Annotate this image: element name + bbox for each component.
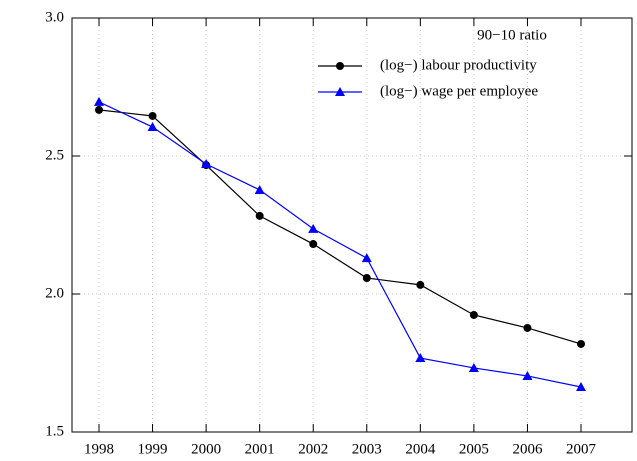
legend-marker (335, 87, 345, 96)
plot-frame (71, 17, 633, 433)
x-tick-label: 2004 (405, 441, 436, 457)
y-tick-label: 2.5 (45, 147, 64, 163)
data-point (308, 223, 319, 233)
y-tick-label: 3.0 (45, 9, 64, 25)
y-tick-label: 2.0 (45, 285, 64, 301)
data-point (523, 323, 532, 332)
x-tick-label: 2002 (298, 441, 328, 457)
y-tick-label: 1.5 (45, 423, 64, 439)
legend-marker (336, 62, 344, 70)
x-tick-label: 1999 (138, 441, 168, 457)
data-point (309, 240, 318, 249)
x-tick-label: 2006 (512, 441, 543, 457)
data-point (147, 122, 158, 132)
series-line (98, 109, 582, 345)
legend-label: (log−) wage per employee (380, 83, 538, 99)
data-point (468, 362, 479, 372)
data-point (415, 353, 426, 363)
x-tick-label: 2001 (245, 441, 275, 457)
x-tick-label: 2000 (191, 441, 221, 457)
x-tick-label: 2005 (459, 441, 489, 457)
data-point (576, 382, 586, 392)
data-point (522, 370, 533, 380)
data-point (94, 96, 104, 106)
legend-title: 90−10 ratio (477, 27, 547, 43)
data-point (201, 159, 212, 169)
data-point (95, 105, 103, 114)
data-point (416, 280, 425, 289)
legend-label: (log−) labour productivity (380, 57, 537, 73)
data-point (254, 184, 265, 194)
data-point (148, 111, 157, 120)
x-tick-label: 2003 (352, 441, 382, 457)
x-tick-label: 2007 (566, 441, 597, 457)
x-tick-label: 1998 (84, 441, 114, 457)
data-point (469, 310, 478, 319)
series-line (98, 101, 582, 388)
data-point (255, 211, 264, 220)
data-point (577, 339, 585, 348)
data-point (362, 273, 371, 282)
data-point (361, 253, 372, 263)
